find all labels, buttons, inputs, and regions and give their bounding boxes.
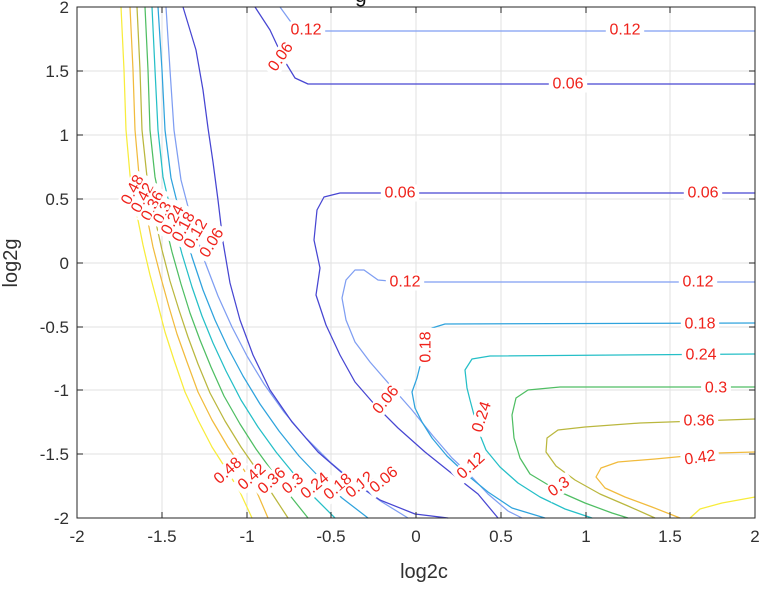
contour-label: 0.3 [541,471,577,503]
contour-line-0.12 [279,6,756,32]
contour-line-0.48 [120,6,253,519]
svg-text:0.5: 0.5 [45,190,69,209]
svg-text:2: 2 [60,0,69,17]
contour-line-0.48 [689,496,756,519]
plot-title-partial: g [355,0,367,8]
svg-text:0.5: 0.5 [489,527,513,546]
contour-line-0.3 [511,386,756,519]
svg-text:0.06: 0.06 [384,185,415,202]
svg-text:0.24: 0.24 [469,399,495,434]
contour-line-0.42 [595,451,756,519]
contour-label: 0.3 [701,379,731,397]
x-axis-label: log2c [400,561,448,583]
contour-labels: 0.12 0.12 0.06 0.06 0.06 0.06 0.12 0.12 0.18 0.18… [116,21,731,506]
contour-label: 0.06 [380,184,420,202]
contour-label: 0.12 [605,21,645,39]
svg-text:1.5: 1.5 [45,62,69,81]
contour-line-0.12 [341,269,756,519]
svg-text:0.06: 0.06 [552,76,583,93]
contour-line-0.06 [313,192,756,519]
svg-text:0.18: 0.18 [684,316,715,333]
svg-text:-1.5: -1.5 [40,445,69,464]
svg-text:-2: -2 [69,527,84,546]
contour-label: 0.06 [683,184,723,202]
svg-text:1: 1 [581,527,590,546]
contour-label: 0.06 [548,75,588,93]
svg-text:0: 0 [60,254,69,273]
svg-text:0.36: 0.36 [683,413,714,430]
contour-label: 0.06 [367,379,405,421]
axis-ticks [76,6,756,519]
svg-text:-1.5: -1.5 [147,527,176,546]
svg-text:1: 1 [60,126,69,145]
contour-label: 0.12 [451,446,491,486]
svg-text:2: 2 [750,527,759,546]
svg-text:-2: -2 [54,509,69,528]
contour-line-0.36 [136,6,289,519]
contour-label: 0.12 [286,21,326,39]
contour-label: 0.12 [385,273,425,291]
svg-text:0.18: 0.18 [418,331,435,362]
contour-label: 0.42 [679,446,721,470]
svg-text:0.06: 0.06 [687,185,718,202]
svg-text:0.12: 0.12 [682,274,713,291]
svg-text:0: 0 [411,527,420,546]
contour-label: 0.42 [232,457,272,497]
contour-line-0.3 [144,6,309,519]
svg-text:1.5: 1.5 [658,527,682,546]
contour-label: 0.36 [679,412,719,430]
svg-text:-1: -1 [54,381,69,400]
contour-label: 0.18 [417,327,435,367]
svg-text:0.12: 0.12 [609,22,640,39]
contour-label: 0.12 [678,273,718,291]
contour-line-0.06 [254,6,756,85]
svg-text:0.12: 0.12 [290,22,321,39]
contour-line-0.36 [545,418,756,519]
contour-label: 0.24 [681,346,721,364]
svg-text:0.3: 0.3 [705,380,727,397]
svg-text:-0.5: -0.5 [40,318,69,337]
svg-text:0.24: 0.24 [685,347,716,364]
contour-line-0.18 [157,6,369,519]
svg-text:0.12: 0.12 [389,274,420,291]
tick-labels: -2 -1.5 -1 -0.5 0 0.5 1 1.5 2 2 1.5 1 0.5 0 -0.5 -1 -1.5… [40,0,760,546]
svg-text:-0.5: -0.5 [316,527,345,546]
svg-text:-1: -1 [239,527,254,546]
contour-label: 0.18 [680,315,720,333]
contour-line-0.24 [151,6,336,519]
y-axis-label: log2g [0,239,22,288]
svg-text:0.42: 0.42 [683,447,716,468]
contour-label: 0.24 [467,396,497,438]
